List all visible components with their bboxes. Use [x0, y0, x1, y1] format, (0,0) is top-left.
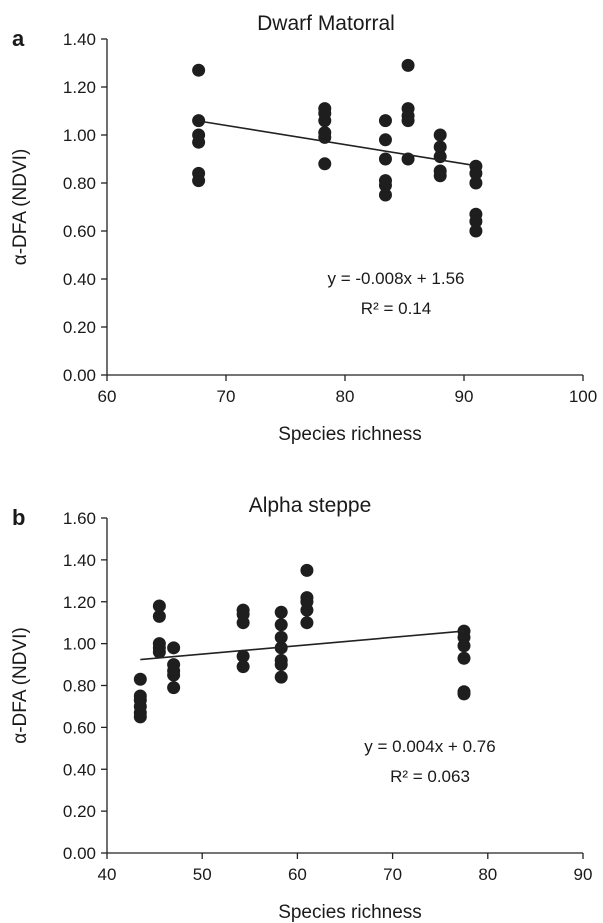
- y-tick-label: 0.40: [63, 760, 96, 779]
- y-tick-label: 1.40: [63, 30, 96, 49]
- data-point: [133, 672, 147, 686]
- regression-equation: y = 0.004x + 0.76: [364, 737, 495, 756]
- data-point: [433, 128, 447, 142]
- data-point: [152, 599, 166, 613]
- data-point: [300, 563, 314, 577]
- x-tick-label: 70: [383, 865, 402, 884]
- x-tick-label: 50: [193, 865, 212, 884]
- data-point: [152, 609, 166, 623]
- panel-letter: a: [12, 26, 25, 51]
- y-tick-label: 0.00: [63, 844, 96, 863]
- data-point: [133, 710, 147, 724]
- x-tick-label: 100: [569, 387, 597, 406]
- chart-title: Alpha steppe: [249, 494, 372, 517]
- x-tick-label: 90: [455, 387, 474, 406]
- data-point: [457, 687, 471, 701]
- data-point: [192, 63, 206, 77]
- y-tick-label: 1.00: [63, 126, 96, 145]
- data-point: [318, 157, 332, 171]
- x-tick-label: 90: [574, 865, 593, 884]
- trendline: [198, 120, 477, 167]
- x-axis-label: Species richness: [278, 424, 422, 445]
- data-point: [401, 114, 415, 128]
- y-tick-label: 1.20: [63, 593, 96, 612]
- data-point: [469, 214, 483, 228]
- y-tick-label: 1.60: [63, 509, 96, 528]
- data-point: [192, 174, 206, 188]
- r-squared-label: R² = 0.14: [361, 299, 431, 318]
- data-point: [401, 58, 415, 72]
- data-point: [167, 641, 181, 655]
- panel-a: a Dwarf Matorral 0.00 0.20 0.40 0.60 0.80 1.00 1…: [10, 12, 597, 445]
- data-point: [236, 660, 250, 674]
- data-point: [457, 651, 471, 665]
- panel-letter: b: [12, 505, 25, 530]
- data-point: [300, 616, 314, 630]
- y-axis-label: α-DFA (NDVI): [10, 149, 31, 266]
- y-tick-label: 0.80: [63, 677, 96, 696]
- y-tick-label: 0.60: [63, 222, 96, 241]
- data-point: [469, 224, 483, 238]
- y-tick-label: 0.20: [63, 802, 96, 821]
- data-point: [192, 114, 206, 128]
- data-point: [167, 668, 181, 682]
- data-point: [274, 658, 288, 672]
- data-point: [433, 169, 447, 183]
- r-squared-label: R² = 0.063: [390, 767, 470, 786]
- data-point: [274, 630, 288, 644]
- y-tick-label: 0.40: [63, 270, 96, 289]
- y-tick-label: 1.40: [63, 551, 96, 570]
- x-tick-label: 60: [98, 387, 117, 406]
- data-point: [192, 135, 206, 149]
- x-tick-label: 60: [288, 865, 307, 884]
- y-tick-label: 0.80: [63, 174, 96, 193]
- panel-b: b Alpha steppe 0.00 0.20 0.40 0.60 0.80 1.00 1.2…: [10, 494, 592, 923]
- data-point: [378, 178, 392, 192]
- chart-title: Dwarf Matorral: [257, 12, 395, 35]
- data-point: [236, 649, 250, 663]
- regression-equation: y = -0.008x + 1.56: [327, 269, 464, 288]
- y-tick-label: 0.60: [63, 718, 96, 737]
- x-tick-label: 80: [478, 865, 497, 884]
- y-tick-label: 1.20: [63, 78, 96, 97]
- trendline: [140, 630, 465, 661]
- y-tick-label: 1.00: [63, 635, 96, 654]
- data-point: [274, 670, 288, 684]
- data-point: [152, 645, 166, 659]
- data-point: [167, 681, 181, 695]
- data-point: [300, 603, 314, 617]
- data-point: [457, 639, 471, 653]
- y-tick-label: 0.00: [63, 366, 96, 385]
- data-point: [378, 133, 392, 147]
- data-point: [274, 618, 288, 632]
- data-point: [433, 140, 447, 154]
- y-tick-label: 0.20: [63, 318, 96, 337]
- data-point: [236, 616, 250, 630]
- data-point: [469, 166, 483, 180]
- data-point: [378, 188, 392, 202]
- data-point: [274, 605, 288, 619]
- data-point: [318, 114, 332, 128]
- data-point: [469, 176, 483, 190]
- data-point: [378, 152, 392, 166]
- x-tick-label: 70: [217, 387, 236, 406]
- y-axis-label: α-DFA (NDVI): [10, 627, 31, 744]
- x-axis-label: Species richness: [278, 902, 422, 923]
- x-tick-label: 40: [98, 865, 117, 884]
- data-point: [378, 114, 392, 128]
- x-tick-label: 80: [336, 387, 355, 406]
